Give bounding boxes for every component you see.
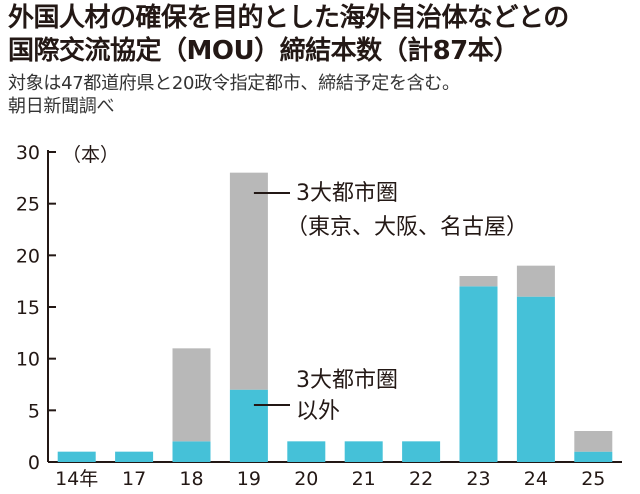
bar-other-0	[57, 451, 96, 462]
bar-other-4	[287, 441, 326, 462]
chart-title: 外国人材の確保を目的とした海外自治体などとの 国際交流協定（MOU）締結本数（計…	[8, 2, 634, 68]
x-tick-label: 18	[179, 468, 203, 490]
bar-metro-2	[172, 348, 211, 442]
metro-annotation-line-1: 3大都市圏	[296, 181, 398, 206]
bar-other-3	[229, 389, 268, 462]
bar-metro-7	[459, 276, 498, 287]
x-tick-label: 19	[237, 468, 261, 490]
x-tick-label: 25	[581, 468, 605, 490]
x-tick-label: 14年	[55, 468, 98, 490]
bar-metro-9	[574, 431, 613, 452]
bar-metro-8	[516, 265, 555, 297]
x-tick-label: 17	[122, 468, 146, 490]
y-tick-label: 15	[16, 297, 40, 319]
bar-other-1	[115, 451, 154, 462]
other-annotation-line-2: 以外	[296, 399, 340, 424]
title-line-1: 外国人材の確保を目的とした海外自治体などとの	[8, 3, 569, 33]
y-tick-label: 0	[28, 452, 40, 474]
subtitle-line-1: 対象は47都道府県と20政令指定都市、締結予定を含む。	[8, 73, 460, 94]
metro-annotation-line-2: （東京、大阪、名古屋）	[286, 215, 528, 240]
bar-other-6	[402, 441, 441, 462]
x-tick-label: 23	[466, 468, 490, 490]
bar-other-7	[459, 286, 498, 462]
other-annotation-line-1: 3大都市圏	[296, 368, 398, 393]
chart-subtitle: 対象は47都道府県と20政令指定都市、締結予定を含む。 朝日新聞調べ	[8, 72, 634, 118]
y-tick-label: 20	[16, 245, 40, 267]
bar-other-2	[172, 441, 211, 462]
bar-other-9	[574, 451, 613, 462]
bar-other-5	[344, 441, 383, 462]
y-tick-label: 25	[16, 194, 40, 216]
x-tick-label: 21	[352, 468, 376, 490]
x-tick-label: 22	[409, 468, 433, 490]
bar-other-8	[516, 296, 555, 462]
y-tick-label: 5	[28, 400, 40, 422]
y-tick-label: 30	[16, 142, 40, 164]
subtitle-line-2: 朝日新聞調べ	[8, 96, 115, 117]
bar-metro-3	[229, 172, 268, 390]
y-axis-unit: （本）	[62, 144, 119, 166]
x-tick-label: 20	[294, 468, 318, 490]
y-tick-label: 10	[16, 349, 40, 371]
title-line-2: 国際交流協定（MOU）締結本数（計87本）	[8, 36, 519, 66]
x-tick-label: 24	[524, 468, 548, 490]
